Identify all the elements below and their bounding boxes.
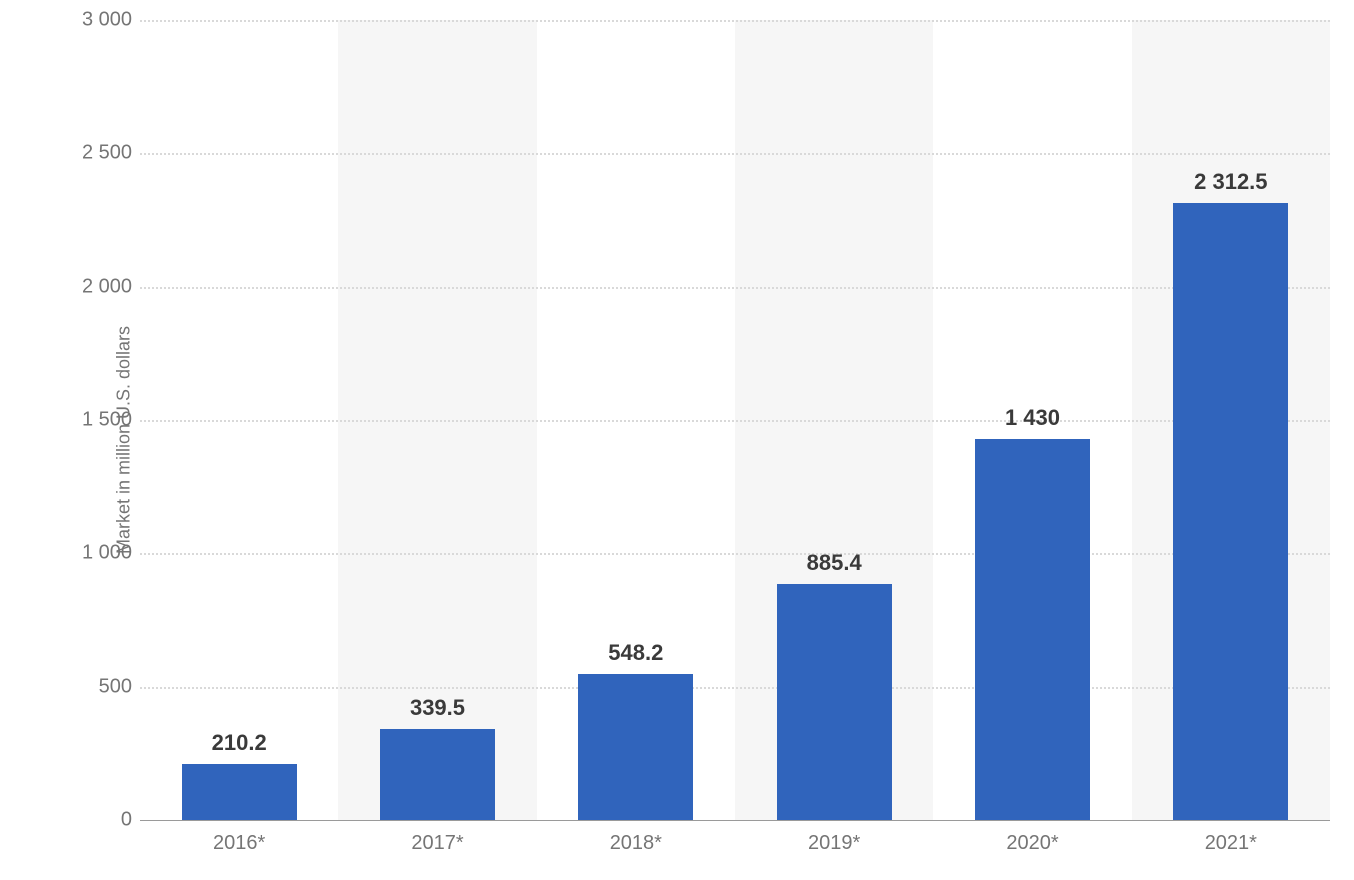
- x-tick-label: 2017*: [411, 832, 463, 855]
- bar-value-label: 2 312.5: [1173, 169, 1288, 195]
- plot-inner: 210.2 339.5 548.2 885.4 1 430 2 312.5: [140, 20, 1330, 820]
- bar-value-label: 339.5: [380, 695, 495, 721]
- x-tick-label: 2018*: [610, 832, 662, 855]
- plot-area: 210.2 339.5 548.2 885.4 1 430 2 312.5: [140, 20, 1330, 820]
- gridline: [140, 20, 1330, 22]
- chart-container: Market in million U.S. dollars 210.2 339.…: [0, 0, 1354, 880]
- bar: [777, 584, 892, 820]
- x-tick-label: 2019*: [808, 832, 860, 855]
- bar-value-label: 1 430: [975, 405, 1090, 431]
- x-tick-label: 2021*: [1205, 832, 1257, 855]
- y-axis-title: Market in million U.S. dollars: [114, 326, 135, 554]
- y-tick-label: 500: [99, 675, 132, 698]
- bar-value-label: 210.2: [182, 730, 297, 756]
- y-tick-label: 1 000: [82, 542, 132, 565]
- gridline: [140, 687, 1330, 689]
- bar: [380, 729, 495, 820]
- y-tick-label: 0: [121, 809, 132, 832]
- y-tick-label: 2 500: [82, 142, 132, 165]
- y-tick-label: 2 000: [82, 275, 132, 298]
- gridline: [140, 153, 1330, 155]
- y-tick-label: 1 500: [82, 409, 132, 432]
- x-tick-label: 2016*: [213, 832, 265, 855]
- bar: [578, 674, 693, 820]
- bar: [1173, 203, 1288, 820]
- y-tick-label: 3 000: [82, 9, 132, 32]
- bar-value-label: 548.2: [578, 640, 693, 666]
- x-axis-baseline: [140, 820, 1330, 821]
- bar-value-label: 885.4: [777, 550, 892, 576]
- gridline: [140, 420, 1330, 422]
- gridline: [140, 287, 1330, 289]
- bar: [975, 439, 1090, 820]
- bar: [182, 764, 297, 820]
- x-tick-label: 2020*: [1006, 832, 1058, 855]
- gridline: [140, 553, 1330, 555]
